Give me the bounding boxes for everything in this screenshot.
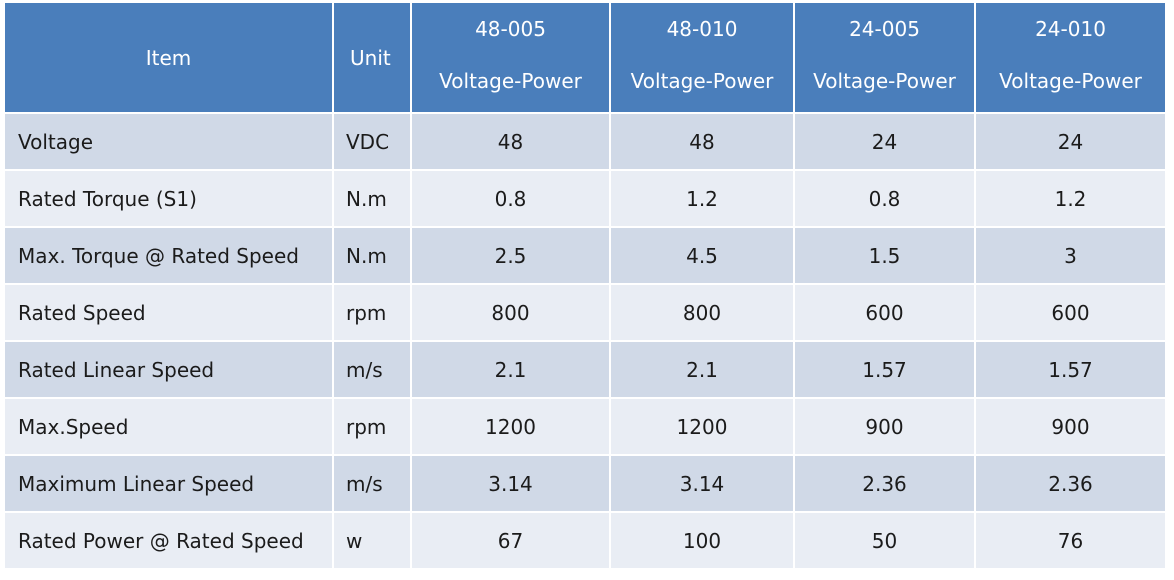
- row-value: 2.36: [975, 455, 1165, 513]
- table-row: Maximum Linear Speed m/s 3.14 3.14 2.36 …: [5, 455, 1165, 513]
- header-model: 48-010 Voltage-Power: [610, 3, 795, 114]
- row-item: Rated Linear Speed: [5, 341, 334, 399]
- row-value: 600: [794, 284, 976, 342]
- spec-table-container: Item Unit 48-005 Voltage-Power 48-010 Vo…: [5, 3, 1165, 570]
- row-value: 2.5: [411, 227, 611, 285]
- row-unit: rpm: [333, 398, 412, 456]
- row-value: 76: [975, 512, 1165, 570]
- model-code: 24-010: [1035, 17, 1106, 41]
- header-model: 48-005 Voltage-Power: [411, 3, 611, 114]
- row-value: 3.14: [411, 455, 611, 513]
- row-item: Rated Torque (S1): [5, 170, 334, 228]
- row-value: 800: [610, 284, 795, 342]
- row-value: 0.8: [411, 170, 611, 228]
- table-row: Rated Linear Speed m/s 2.1 2.1 1.57 1.57: [5, 341, 1165, 399]
- header-unit: Unit: [333, 3, 412, 114]
- row-value: 50: [794, 512, 976, 570]
- row-unit: N.m: [333, 170, 412, 228]
- header-model: 24-005 Voltage-Power: [794, 3, 976, 114]
- row-value: 1.57: [794, 341, 976, 399]
- model-subtitle: Voltage-Power: [999, 69, 1142, 93]
- row-value: 2.36: [794, 455, 976, 513]
- header-row: Item Unit 48-005 Voltage-Power 48-010 Vo…: [5, 3, 1165, 114]
- row-value: 1200: [610, 398, 795, 456]
- table-row: Rated Speed rpm 800 800 600 600: [5, 284, 1165, 342]
- model-code: 48-010: [666, 17, 738, 41]
- row-item: Maximum Linear Speed: [5, 455, 334, 513]
- table-row: Max.Speed rpm 1200 1200 900 900: [5, 398, 1165, 456]
- table-row: Rated Torque (S1) N.m 0.8 1.2 0.8 1.2: [5, 170, 1165, 228]
- row-unit: w: [333, 512, 412, 570]
- row-value: 67: [411, 512, 611, 570]
- model-subtitle: Voltage-Power: [439, 69, 582, 93]
- row-unit: m/s: [333, 455, 412, 513]
- row-value: 1200: [411, 398, 611, 456]
- row-value: 900: [975, 398, 1165, 456]
- row-value: 1.57: [975, 341, 1165, 399]
- row-item: Rated Power @ Rated Speed: [5, 512, 334, 570]
- row-value: 48: [610, 113, 795, 171]
- table-row: Max. Torque @ Rated Speed N.m 2.5 4.5 1.…: [5, 227, 1165, 285]
- row-value: 1.2: [610, 170, 795, 228]
- row-value: 800: [411, 284, 611, 342]
- table-row: Voltage VDC 48 48 24 24: [5, 113, 1165, 171]
- row-item: Rated Speed: [5, 284, 334, 342]
- row-value: 48: [411, 113, 611, 171]
- table-row: Rated Power @ Rated Speed w 67 100 50 76: [5, 512, 1165, 570]
- row-value: 600: [975, 284, 1165, 342]
- row-value: 1.2: [975, 170, 1165, 228]
- row-value: 0.8: [794, 170, 976, 228]
- row-value: 2.1: [411, 341, 611, 399]
- header-item: Item: [5, 3, 334, 114]
- row-unit: N.m: [333, 227, 412, 285]
- spec-table: Item Unit 48-005 Voltage-Power 48-010 Vo…: [5, 3, 1165, 570]
- row-item: Voltage: [5, 113, 334, 171]
- model-subtitle: Voltage-Power: [630, 69, 774, 93]
- row-value: 24: [975, 113, 1165, 171]
- model-code: 24-005: [849, 17, 920, 41]
- row-unit: rpm: [333, 284, 412, 342]
- model-code: 48-005: [475, 17, 546, 41]
- row-unit: VDC: [333, 113, 412, 171]
- row-value: 3.14: [610, 455, 795, 513]
- row-value: 100: [610, 512, 795, 570]
- row-value: 24: [794, 113, 976, 171]
- row-value: 2.1: [610, 341, 795, 399]
- row-value: 3: [975, 227, 1165, 285]
- row-unit: m/s: [333, 341, 412, 399]
- row-value: 1.5: [794, 227, 976, 285]
- header-model: 24-010 Voltage-Power: [975, 3, 1165, 114]
- model-subtitle: Voltage-Power: [813, 69, 956, 93]
- row-item: Max. Torque @ Rated Speed: [5, 227, 334, 285]
- row-item: Max.Speed: [5, 398, 334, 456]
- row-value: 4.5: [610, 227, 795, 285]
- row-value: 900: [794, 398, 976, 456]
